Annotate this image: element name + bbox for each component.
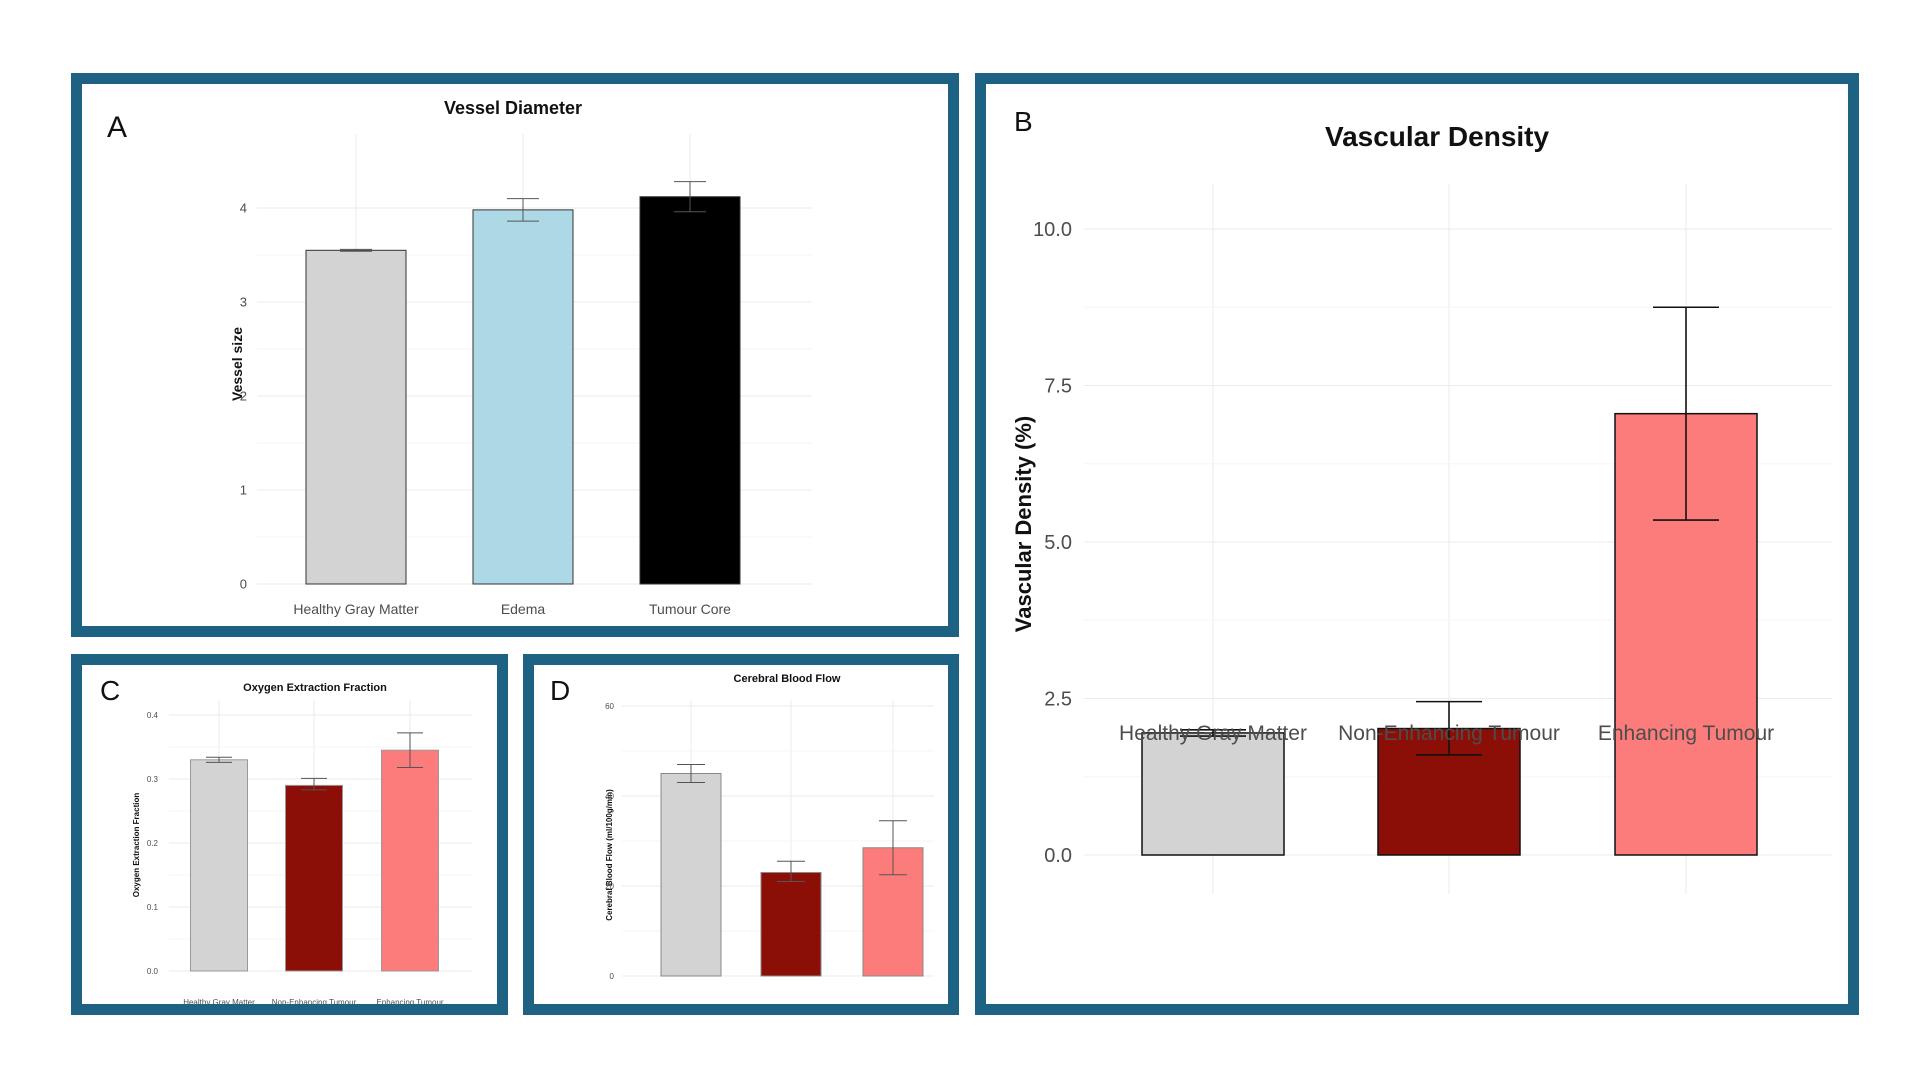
y-tick-label: 0.1 [147, 903, 159, 912]
error-bar [301, 777, 327, 791]
error-bar [777, 860, 805, 882]
panel-a: A Vessel Diameter Vessel size 0 1 2 3 4 Healthy… [71, 73, 959, 637]
panel-c: C Oxygen Extraction Fraction Oxygen Extra… [71, 654, 508, 1015]
panel-letter-c: C [100, 675, 121, 706]
bar-healthy-gray-matter [660, 773, 722, 977]
panel-d: D Cerebral Blood Flow Cerebral Blood Flow… [523, 654, 959, 1015]
x-category-label: Tumour Core [649, 601, 731, 617]
y-tick-label: 20 [605, 882, 614, 891]
error-bar [340, 248, 372, 252]
oxygen-extraction-fraction-chart: Oxygen Extraction Fraction Oxygen Extract… [132, 682, 472, 1004]
y-tick-label: 40 [605, 792, 614, 801]
bar-edema [472, 209, 574, 585]
y-tick-label: 0.2 [147, 839, 159, 848]
chart-title: Vessel Diameter [444, 98, 582, 118]
bar-non-enhancing-tumour [285, 784, 343, 972]
y-tick-label: 4 [240, 201, 247, 216]
y-tick-label: 0.4 [147, 711, 159, 720]
error-bar [677, 764, 705, 783]
y-tick-label: 1 [240, 483, 247, 498]
bar-enhancing-tumour [381, 749, 439, 972]
panel-letter-d: D [550, 675, 571, 706]
y-tick-label: 2 [240, 389, 247, 404]
y-tick-label: 60 [605, 702, 614, 711]
x-category-label: Enhancing Tumour [376, 998, 443, 1004]
bar-healthy-gray-matter [305, 249, 407, 585]
y-tick-label: 10.0 [1033, 219, 1072, 241]
x-category-label: Enhancing Tumour [1598, 722, 1774, 745]
y-axis-label: Cerebral Blood Flow (ml/100g/min) [605, 789, 614, 921]
cerebral-blood-flow-chart: Cerebral Blood Flow Cerebral Blood Flow (… [605, 673, 934, 981]
x-category-label: Non-Enhancing Tumour [272, 998, 357, 1004]
error-bar [674, 181, 706, 213]
y-tick-label: 0.0 [1044, 845, 1072, 867]
y-tick-label: 0.0 [147, 967, 159, 976]
x-category-label: Healthy Gray Matter [183, 998, 255, 1004]
error-bar [206, 756, 232, 763]
error-bar [1416, 700, 1482, 756]
chart-title: Vascular Density [1325, 121, 1550, 152]
vascular-density-chart: Vascular Density Vascular Density (%) 0.0 2… [1011, 121, 1832, 894]
bar-healthy-gray-matter [190, 759, 248, 972]
panel-letter-a: A [107, 111, 128, 144]
chart-title: Oxygen Extraction Fraction [243, 682, 387, 694]
vessel-diameter-chart: Vessel Diameter Vessel size 0 1 2 3 4 Healthy G… [229, 98, 812, 617]
y-tick-label: 0 [240, 577, 247, 592]
y-tick-label: 0 [610, 972, 615, 981]
chart-title: Cerebral Blood Flow [734, 673, 841, 685]
y-tick-label: 3 [240, 295, 247, 310]
panel-letter-b: B [1014, 106, 1033, 137]
y-axis-label: Vascular Density (%) [1011, 416, 1036, 632]
y-tick-label: 0.3 [147, 775, 159, 784]
x-category-label: Healthy Gray Matter [293, 601, 419, 617]
bar-non-enhancing-tumour [760, 872, 822, 977]
y-tick-label: 5.0 [1044, 532, 1072, 554]
y-tick-label: 7.5 [1044, 376, 1072, 398]
y-axis-label: Vessel size [229, 327, 245, 401]
bar-tumour-core [639, 196, 741, 585]
x-category-label: Healthy Gray Matter [1119, 722, 1307, 745]
y-axis-label: Oxygen Extraction Fraction [132, 793, 141, 898]
error-bar [397, 732, 423, 768]
error-bar [879, 820, 907, 876]
y-tick-label: 2.5 [1044, 689, 1072, 711]
error-bar [1180, 728, 1246, 737]
x-category-label: Edema [501, 601, 546, 617]
x-category-label: Non-Enhancing Tumour [1338, 722, 1560, 745]
error-bar [507, 198, 539, 222]
panel-b: B Vascular Density Vascular Density (%) 0.… [975, 73, 1859, 1015]
bar-healthy-gray-matter [1141, 732, 1285, 856]
error-bar [1653, 306, 1719, 521]
